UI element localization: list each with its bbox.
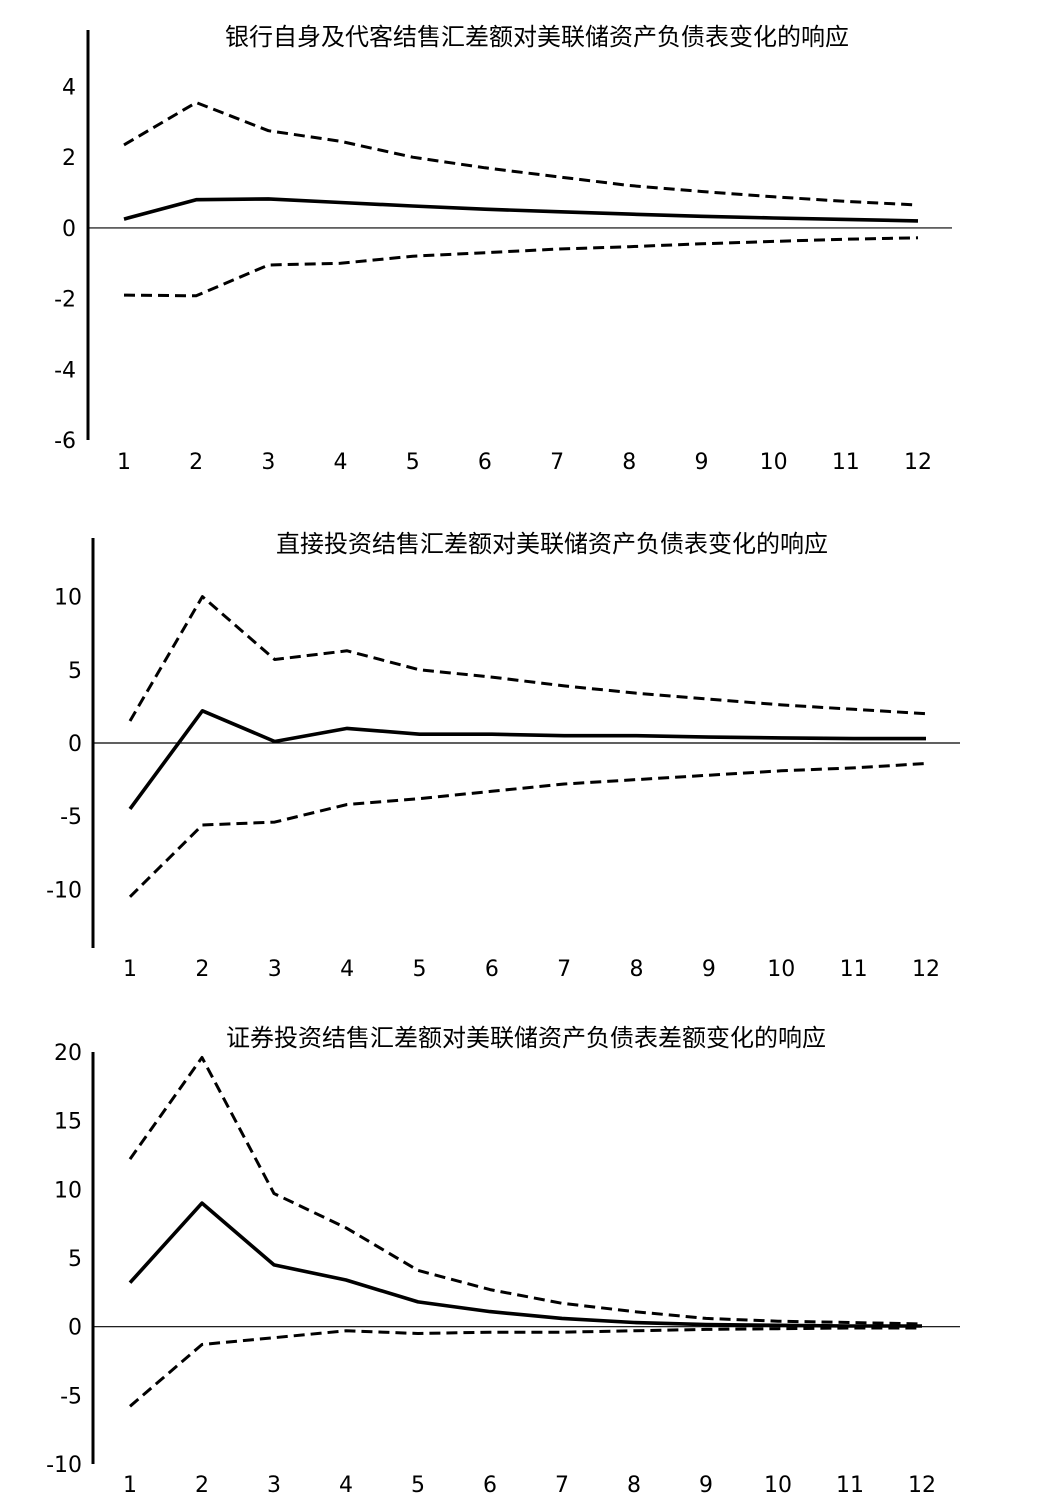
chart-1-x-tick-label: 8 xyxy=(622,450,636,475)
chart-3-y-tick-label: 10 xyxy=(54,1178,82,1203)
chart-1-y-tick-label: -2 xyxy=(54,288,76,313)
chart-3-x-tick-label: 4 xyxy=(339,1473,353,1498)
chart-3-series-2-dashed-line xyxy=(128,1056,923,1326)
chart-2-y-tick-label: -5 xyxy=(60,805,82,830)
chart-1-x-tick-label: 7 xyxy=(550,450,564,475)
chart-1-x-tick-label: 9 xyxy=(694,450,708,475)
chart-2-y-tick-label: 0 xyxy=(68,732,82,757)
chart-2-x-tick-label: 11 xyxy=(840,957,868,982)
chart-2-y-tick-label: 5 xyxy=(68,659,82,684)
chart-1-x-tick-label: 1 xyxy=(117,450,131,475)
chart-1-y-tick-label: 0 xyxy=(62,217,76,242)
chart-3-series-1-solid-line xyxy=(128,1201,922,1328)
chart-1-x-tick-label: 6 xyxy=(478,450,492,475)
chart-2-x-tick-label: 5 xyxy=(412,957,426,982)
chart-1-series-2-dashed-line xyxy=(123,101,919,207)
chart-3-x-tick-label: 11 xyxy=(836,1473,864,1498)
chart-1-x-tick-label: 5 xyxy=(406,450,420,475)
chart-1-x-tick-label: 11 xyxy=(832,450,860,475)
chart-1-x-tick-label: 2 xyxy=(189,450,203,475)
chart-2-x-tick-label: 7 xyxy=(557,957,571,982)
chart-3-y-tick-label: 0 xyxy=(68,1316,82,1341)
chart-1-x-tick-label: 4 xyxy=(334,450,348,475)
chart-3-x-tick-label: 6 xyxy=(483,1473,497,1498)
chart-2-x-tick-label: 4 xyxy=(340,957,354,982)
chart-3-x-tick-label: 5 xyxy=(411,1473,425,1498)
chart-3-x-tick-label: 2 xyxy=(195,1473,209,1498)
chart-2-x-tick-label: 1 xyxy=(123,957,137,982)
chart-3-y-tick-label: -5 xyxy=(60,1384,82,1409)
chart-1-y-tick-label: 4 xyxy=(62,76,76,101)
chart-3-x-tick-label: 3 xyxy=(267,1473,281,1498)
chart-2-y-tick-label: 10 xyxy=(54,586,82,611)
chart-2-x-tick-label: 2 xyxy=(195,957,209,982)
chart-3-y-tick-label: -10 xyxy=(46,1453,82,1478)
chart-1-y-tick-label: -4 xyxy=(54,358,76,383)
chart-2-title: 直接投资结售汇差额对美联储资产负债表变化的响应 xyxy=(276,530,828,558)
chart-1-x-tick-label: 10 xyxy=(760,450,788,475)
chart-2-series-2-dashed-line xyxy=(128,595,927,722)
chart-2-x-tick-label: 9 xyxy=(702,957,716,982)
chart-3-x-tick-label: 10 xyxy=(764,1473,792,1498)
chart-3-series-3-dashed-line xyxy=(129,1326,922,1408)
chart-1-title: 银行自身及代客结售汇差额对美联储资产负债表变化的响应 xyxy=(225,23,849,51)
chart-3-y-tick-label: 15 xyxy=(54,1110,82,1135)
chart-3-x-tick-label: 1 xyxy=(123,1473,137,1498)
chart-3-y-tick-label: 5 xyxy=(68,1247,82,1272)
chart-2-series-1-solid-line xyxy=(128,709,926,810)
chart-1-x-tick-label: 3 xyxy=(261,450,275,475)
chart-panel-3: 证券投资结售汇差额对美联储资产负债表差额变化的响应 20 15 10 5 0 -5 -10 1 2… xyxy=(0,1010,1051,1508)
chart-1-y-tick-label: -6 xyxy=(54,429,76,454)
chart-3-x-tick-label: 12 xyxy=(908,1473,936,1498)
chart-2-x-tick-label: 10 xyxy=(767,957,795,982)
chart-2-y-tick-label: -10 xyxy=(46,878,82,903)
chart-1-x-tick-label: 12 xyxy=(904,450,932,475)
chart-2-x-tick-label: 8 xyxy=(630,957,644,982)
chart-panel-1: 银行自身及代客结售汇差额对美联储资产负债表变化的响应 4 2 0 -2 -4 -6 1 2 3 4 5… xyxy=(0,0,1051,490)
chart-1-series-3-dashed-line xyxy=(123,236,919,298)
chart-1-series-1-solid-line xyxy=(123,197,919,223)
chart-2-x-tick-label: 6 xyxy=(485,957,499,982)
chart-3-x-tick-label: 7 xyxy=(555,1473,569,1498)
chart-panel-2: 直接投资结售汇差额对美联储资产负债表变化的响应 10 5 0 -5 -10 1 2 3 4 5 6 7 8… xyxy=(0,510,1051,990)
chart-2-x-tick-label: 12 xyxy=(912,957,940,982)
chart-2-x-tick-label: 3 xyxy=(268,957,282,982)
chart-1-y-tick-label: 2 xyxy=(62,146,76,171)
chart-2-series-3-dashed-line xyxy=(128,762,927,898)
chart-3-y-tick-label: 20 xyxy=(54,1041,82,1066)
chart-3-title: 证券投资结售汇差额对美联储资产负债表差额变化的响应 xyxy=(226,1024,826,1052)
chart-3-x-tick-label: 9 xyxy=(699,1473,713,1498)
chart-3-x-tick-label: 8 xyxy=(627,1473,641,1498)
